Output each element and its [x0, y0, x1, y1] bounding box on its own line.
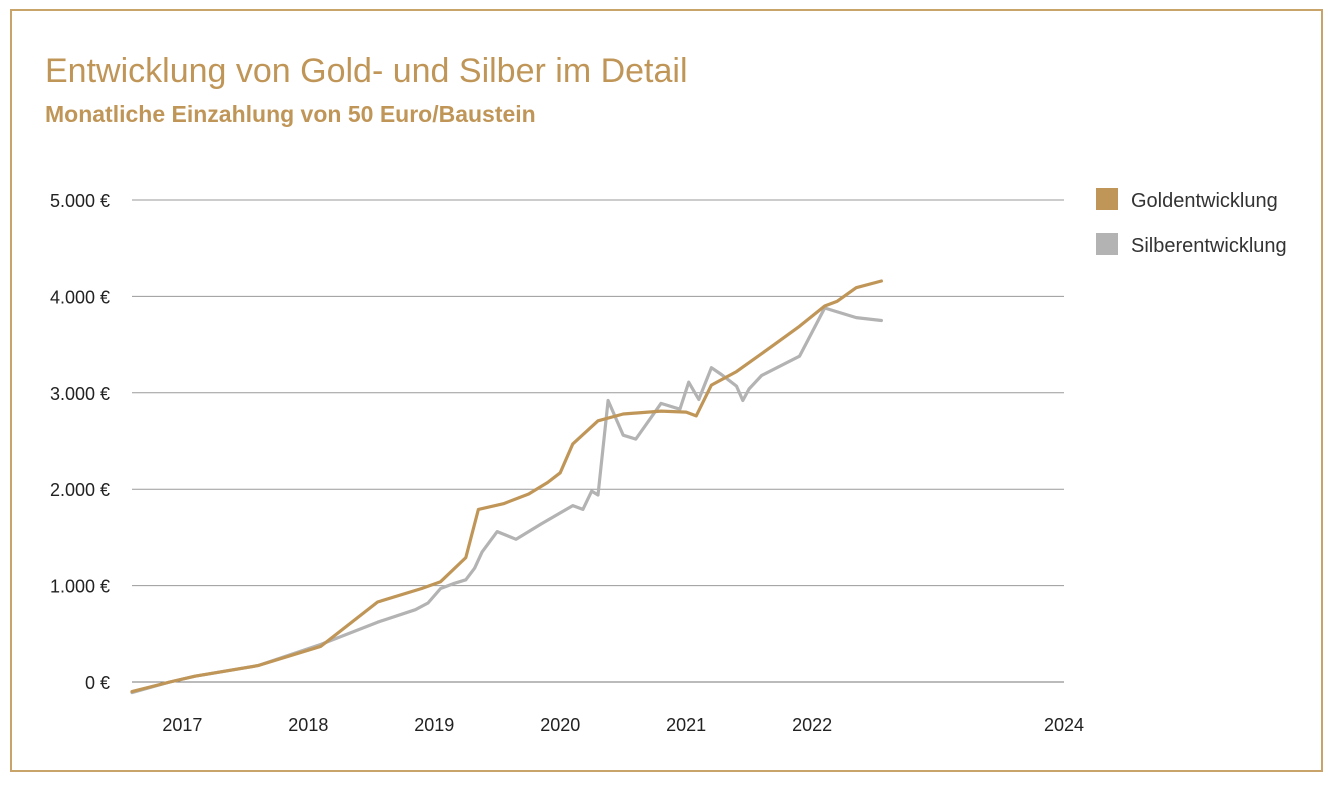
- y-tick-label: 1.000 €: [50, 577, 110, 597]
- x-tick-label: 2022: [792, 715, 832, 735]
- x-tick-label: 2019: [414, 715, 454, 735]
- legend-label: Silberentwicklung: [1131, 235, 1287, 257]
- x-tick-label: 2020: [540, 715, 580, 735]
- y-tick-label: 5.000 €: [50, 191, 110, 211]
- legend-swatch-silberentwicklung: [1096, 233, 1118, 255]
- x-tick-label: 2018: [288, 715, 328, 735]
- y-tick-label: 2.000 €: [50, 480, 110, 500]
- series-line-goldentwicklung: [130, 279, 884, 694]
- legend-swatch-goldentwicklung: [1096, 188, 1118, 210]
- y-tick-label: 3.000 €: [50, 384, 110, 404]
- y-tick-label: 0 €: [85, 673, 110, 693]
- legend-label: Goldentwicklung: [1131, 190, 1278, 212]
- chart-subtitle: Monatliche Einzahlung von 50 Euro/Bauste…: [45, 101, 536, 127]
- x-tick-label: 2017: [162, 715, 202, 735]
- chart-frame: [10, 9, 1323, 772]
- x-tick-label: 2024: [1044, 715, 1084, 735]
- x-tick-label: 2021: [666, 715, 706, 735]
- y-tick-label: 4.000 €: [50, 287, 110, 307]
- series-line-silberentwicklung: [130, 306, 884, 695]
- chart-title: Entwicklung von Gold- und Silber im Deta…: [45, 52, 688, 90]
